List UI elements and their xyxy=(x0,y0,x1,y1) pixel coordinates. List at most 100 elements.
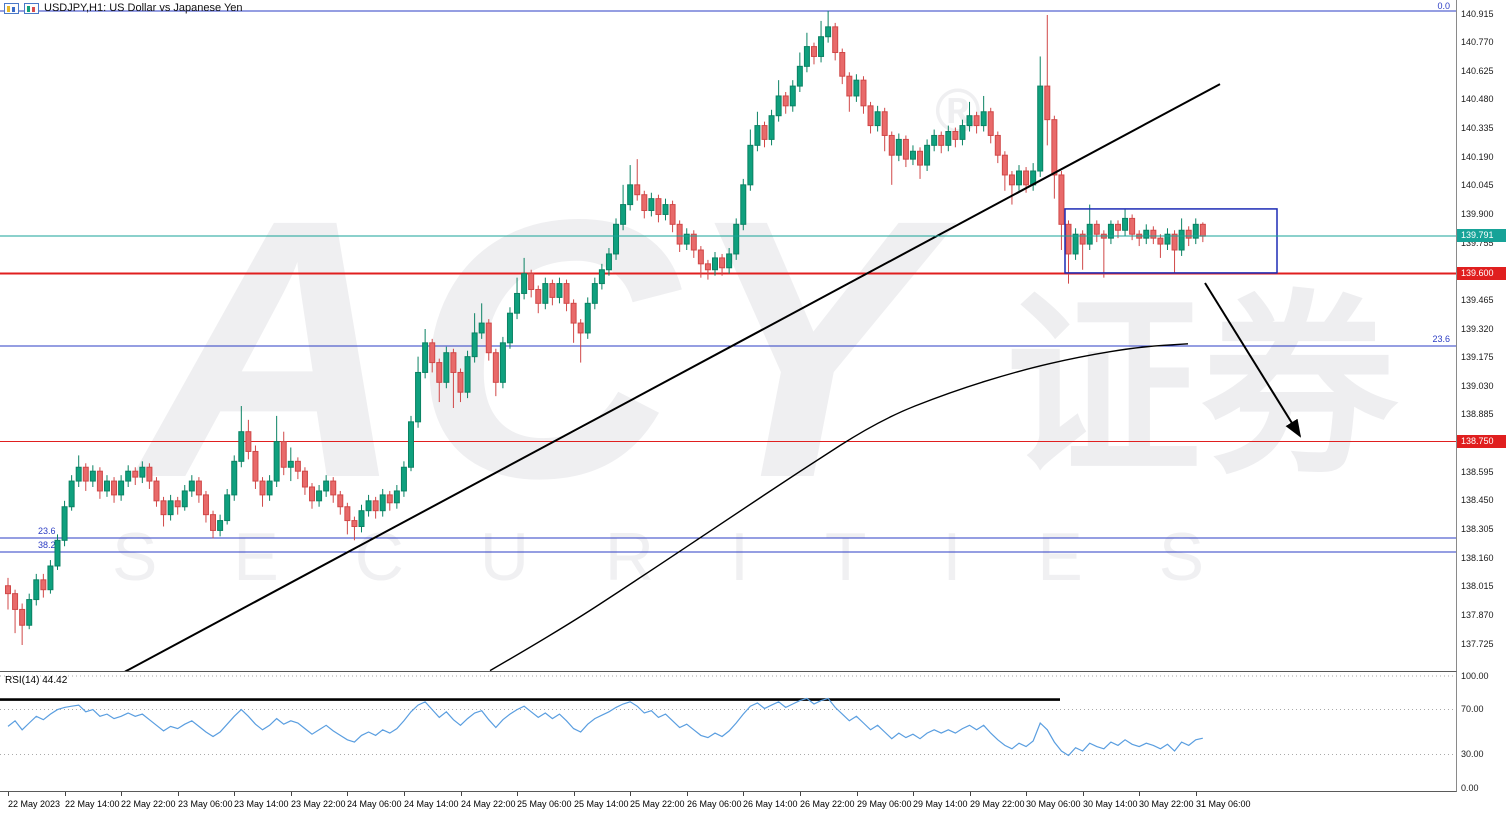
time-label: 26 May 14:00 xyxy=(743,799,798,809)
candle-body xyxy=(443,352,450,383)
candle-body xyxy=(945,131,952,146)
trend-line[interactable] xyxy=(124,83,1221,671)
symbol-title: USDJPY,H1: US Dollar vs Japanese Yen xyxy=(44,2,243,14)
candle-body xyxy=(605,253,612,271)
price-label-line: 138.750 xyxy=(1457,435,1506,448)
candle-body xyxy=(40,579,47,591)
price-tick: 140.190 xyxy=(1461,152,1494,162)
time-label: 24 May 06:00 xyxy=(347,799,402,809)
time-tick xyxy=(121,792,122,796)
candle-body xyxy=(153,480,160,502)
time-label: 31 May 06:00 xyxy=(1196,799,1251,809)
time-tick xyxy=(8,792,9,796)
projection-arrow[interactable] xyxy=(1204,282,1302,438)
candle-body xyxy=(966,115,973,127)
candle-body xyxy=(789,85,796,107)
candle-body xyxy=(499,342,506,383)
candle-body xyxy=(47,565,54,591)
candle-body xyxy=(881,111,888,136)
rsi-chart-canvas[interactable] xyxy=(0,672,1456,791)
price-label-current: 139.791 xyxy=(1457,229,1506,242)
price-chart-canvas[interactable]: 0.0 23.6 23.6 38.2 xyxy=(0,0,1456,671)
candle-body xyxy=(902,138,909,160)
price-tick: 139.030 xyxy=(1461,381,1494,391)
time-axis[interactable]: 22 May 2023 22 May 14:00 22 May 22:00 23 Ma… xyxy=(0,792,1506,813)
time-label: 29 May 22:00 xyxy=(970,799,1025,809)
candle-body xyxy=(931,134,938,146)
rsi-indicator-label: RSI(14) 44.42 xyxy=(5,675,68,686)
candle-body xyxy=(1157,237,1164,245)
price-tick: 138.595 xyxy=(1461,467,1494,477)
candle-body xyxy=(323,480,330,492)
candle-body xyxy=(1093,223,1100,235)
rsi-level-label: 30.00 xyxy=(1461,749,1484,759)
candle-body xyxy=(704,263,711,271)
candle-body xyxy=(174,500,181,508)
watermark-cn-text: 证券 xyxy=(1005,278,1398,497)
candle-body xyxy=(188,480,195,492)
candle-body xyxy=(358,510,365,527)
time-tick xyxy=(687,792,688,796)
consolidation-rectangle[interactable] xyxy=(1064,208,1278,274)
candle-body xyxy=(775,95,782,117)
price-tick: 139.320 xyxy=(1461,324,1494,334)
time-label: 24 May 22:00 xyxy=(461,799,516,809)
candle-body xyxy=(330,480,337,496)
price-axis[interactable]: 140.915 140.770 140.625 140.480 140.335 140.1… xyxy=(1457,0,1506,793)
candle-body xyxy=(1072,233,1079,255)
price-tick: 140.770 xyxy=(1461,37,1494,47)
candle-body xyxy=(810,46,817,57)
candle-body xyxy=(195,480,202,496)
candle-body xyxy=(1164,233,1171,245)
time-label: 29 May 14:00 xyxy=(913,799,968,809)
candle-body xyxy=(167,500,174,516)
curved-trendline[interactable] xyxy=(489,343,1189,671)
candle-body xyxy=(768,115,775,140)
candle-body xyxy=(867,105,874,127)
candle-body xyxy=(1079,233,1086,245)
candle-body xyxy=(796,65,803,87)
candle-body xyxy=(457,371,464,393)
candle-body xyxy=(379,494,386,512)
chart-title-bar: USDJPY,H1: US Dollar vs Japanese Yen xyxy=(4,2,243,14)
time-tick xyxy=(517,792,518,796)
candle-body xyxy=(634,184,641,196)
time-tick xyxy=(347,792,348,796)
time-tick xyxy=(800,792,801,796)
candle-body xyxy=(202,494,209,516)
candle-body xyxy=(89,470,96,482)
candle-body xyxy=(266,480,273,496)
price-tick: 139.175 xyxy=(1461,352,1494,362)
brand-watermark: ACY® 证券 SECURITIES xyxy=(112,81,1398,595)
time-tick xyxy=(65,792,66,796)
candle-body xyxy=(676,223,683,245)
candle-body xyxy=(825,26,832,38)
candle-body xyxy=(287,460,294,468)
candle-body xyxy=(429,342,436,364)
fib-level-label: 38.2 xyxy=(38,540,56,550)
candle-body xyxy=(1044,85,1051,121)
watermark-securities-text: SECURITIES xyxy=(112,519,1281,595)
candle-body xyxy=(19,608,26,626)
candle-body xyxy=(436,362,443,383)
candle-body xyxy=(407,421,414,468)
candle-body xyxy=(316,490,323,502)
candle-body xyxy=(231,460,238,496)
time-tick xyxy=(1196,792,1197,796)
fib-level-label: 23.6 xyxy=(38,526,56,536)
candle-body xyxy=(12,593,19,610)
candle-body xyxy=(853,79,860,97)
candle-body xyxy=(259,480,266,496)
candle-body xyxy=(832,26,839,54)
candlestick-icon[interactable] xyxy=(24,2,39,14)
candle-body xyxy=(1058,174,1065,225)
time-label: 25 May 14:00 xyxy=(574,799,629,809)
candle-body xyxy=(1008,174,1015,186)
candle-body xyxy=(1107,223,1114,239)
candle-body xyxy=(1171,233,1178,251)
candle-body xyxy=(273,441,280,482)
candle-body xyxy=(818,36,825,57)
candle-body xyxy=(761,125,768,140)
chart-window-icon[interactable] xyxy=(4,2,19,14)
candle-body xyxy=(337,494,344,508)
